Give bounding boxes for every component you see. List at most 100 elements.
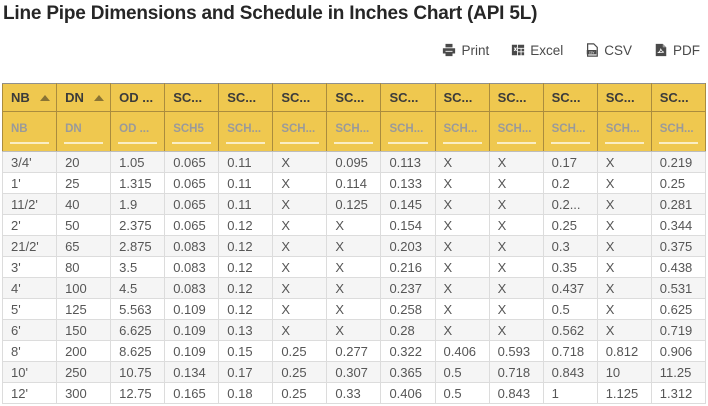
table-cell: 1 xyxy=(542,382,598,404)
table-cell: X xyxy=(596,172,652,194)
table-cell: 0.33 xyxy=(326,382,382,404)
table-cell: X xyxy=(326,319,382,341)
table-cell: X xyxy=(596,256,652,278)
table-cell: 11.25 xyxy=(650,361,707,383)
table-cell: 0.593 xyxy=(488,340,544,362)
page-title: Line Pipe Dimensions and Schedule in Inc… xyxy=(3,3,538,24)
column-header-3[interactable]: SC... xyxy=(164,83,220,112)
table-cell: 0.2... xyxy=(542,193,598,215)
column-label: SC... xyxy=(173,90,203,105)
print-label: Print xyxy=(461,42,490,58)
column-header-row: NB DN OD ... SC... SC... SC... SC... SC... SC...… xyxy=(1,83,707,112)
table-cell: 0.12 xyxy=(218,277,274,299)
table-cell: 1.125 xyxy=(596,382,652,404)
table-cell: 0.18 xyxy=(218,382,274,404)
filter-cell-7: SCH... xyxy=(380,111,436,152)
table-row: 2' 50 2.375 0.065 0.12 X X 0.154 X X 0.25 X 0.344 xyxy=(1,214,707,236)
table-cell: 0.109 xyxy=(164,340,220,362)
filter-input-0[interactable]: NB xyxy=(10,123,50,144)
filter-input-10[interactable]: SCH... xyxy=(550,123,590,144)
filter-input-6[interactable]: SCH... xyxy=(334,123,374,144)
csv-button[interactable]: csv CSV xyxy=(585,43,632,58)
excel-button[interactable]: Excel xyxy=(511,43,563,58)
table-cell: 0.718 xyxy=(542,340,598,362)
filter-cell-2: OD ... xyxy=(110,111,166,152)
table-cell: 8' xyxy=(1,340,58,362)
filter-input-4[interactable]: SCH... xyxy=(226,123,266,144)
table-cell: 10 xyxy=(596,361,652,383)
pdf-button[interactable]: PDF xyxy=(654,43,700,58)
table-cell: 0.438 xyxy=(650,256,707,278)
table-cell: 0.11 xyxy=(218,193,274,215)
table-cell: 0.35 xyxy=(542,256,598,278)
table-row: 1' 25 1.315 0.065 0.11 X 0.114 0.133 X X 0.2 X 0.25 xyxy=(1,172,707,194)
filter-cell-11: SCH... xyxy=(596,111,652,152)
table-cell: X xyxy=(326,214,382,236)
table-cell: 125 xyxy=(56,298,112,320)
filter-input-5[interactable]: SCH... xyxy=(280,123,320,144)
data-table: NB DN OD ... SC... SC... SC... SC... SC... SC...… xyxy=(1,83,707,404)
filter-input-3[interactable]: SCH5 xyxy=(172,123,212,144)
column-header-11[interactable]: SC... xyxy=(596,83,652,112)
column-header-4[interactable]: SC... xyxy=(218,83,274,112)
column-header-5[interactable]: SC... xyxy=(272,83,328,112)
table-cell: 0.365 xyxy=(380,361,436,383)
filter-input-2[interactable]: OD ... xyxy=(118,123,158,144)
table-cell: 12' xyxy=(1,382,58,404)
table-cell: 12.75 xyxy=(110,382,166,404)
column-header-12[interactable]: SC... xyxy=(650,83,707,112)
table-row: 21/2' 65 2.875 0.083 0.12 X X 0.203 X X 0.3 X 0.375 xyxy=(1,235,707,257)
table-cell: 0.406 xyxy=(380,382,436,404)
table-cell: 1.315 xyxy=(110,172,166,194)
table-cell: X xyxy=(434,235,490,257)
table-cell: 2' xyxy=(1,214,58,236)
table-cell: 0.25 xyxy=(272,382,328,404)
table-cell: 300 xyxy=(56,382,112,404)
pdf-icon xyxy=(654,43,668,57)
filter-input-12[interactable]: SCH... xyxy=(658,123,698,144)
table-cell: 2.375 xyxy=(110,214,166,236)
column-header-1[interactable]: DN xyxy=(56,83,112,112)
filter-input-9[interactable]: SCH... xyxy=(496,123,536,144)
table-cell: X xyxy=(488,256,544,278)
table-cell: 0.344 xyxy=(650,214,707,236)
table-cell: 0.25 xyxy=(650,172,707,194)
table-cell: X xyxy=(488,193,544,215)
excel-icon xyxy=(511,43,525,57)
table-cell: X xyxy=(326,277,382,299)
table-row: 3' 80 3.5 0.083 0.12 X X 0.216 X X 0.35 X 0.438 xyxy=(1,256,707,278)
filter-input-11[interactable]: SCH... xyxy=(604,123,644,144)
table-cell: 0.083 xyxy=(164,235,220,257)
excel-label: Excel xyxy=(530,42,564,58)
table-cell: 0.718 xyxy=(488,361,544,383)
table-cell: 0.25 xyxy=(272,361,328,383)
table-cell: 5' xyxy=(1,298,58,320)
table-cell: 0.17 xyxy=(218,361,274,383)
column-header-8[interactable]: SC... xyxy=(434,83,490,112)
table-cell: 0.109 xyxy=(164,319,220,341)
table-cell: 0.406 xyxy=(434,340,490,362)
filter-input-7[interactable]: SCH... xyxy=(388,123,428,144)
filter-input-8[interactable]: SCH... xyxy=(442,123,482,144)
filter-input-1[interactable]: DN xyxy=(64,123,104,144)
table-cell: 250 xyxy=(56,361,112,383)
column-header-10[interactable]: SC... xyxy=(542,83,598,112)
column-header-6[interactable]: SC... xyxy=(326,83,382,112)
table-cell: 0.216 xyxy=(380,256,436,278)
column-header-7[interactable]: SC... xyxy=(380,83,436,112)
table-body: 3/4' 20 1.05 0.065 0.11 X 0.095 0.113 X X 0.17 X 0.2… xyxy=(1,151,707,404)
table-row: 3/4' 20 1.05 0.065 0.11 X 0.095 0.113 X X 0.17 X 0.2… xyxy=(1,151,707,173)
column-header-0[interactable]: NB xyxy=(1,83,58,112)
print-button[interactable]: Print xyxy=(442,43,489,58)
table-cell: X xyxy=(488,319,544,341)
column-header-2[interactable]: OD ... xyxy=(110,83,166,112)
table-cell: 0.13 xyxy=(218,319,274,341)
filter-cell-5: SCH... xyxy=(272,111,328,152)
table-cell: 0.843 xyxy=(542,361,598,383)
table-cell: 5.563 xyxy=(110,298,166,320)
table-cell: 0.083 xyxy=(164,256,220,278)
table-cell: 20 xyxy=(56,151,112,173)
column-header-9[interactable]: SC... xyxy=(488,83,544,112)
table-header: NB DN OD ... SC... SC... SC... SC... SC... SC...… xyxy=(1,83,707,152)
table-cell: 3.5 xyxy=(110,256,166,278)
